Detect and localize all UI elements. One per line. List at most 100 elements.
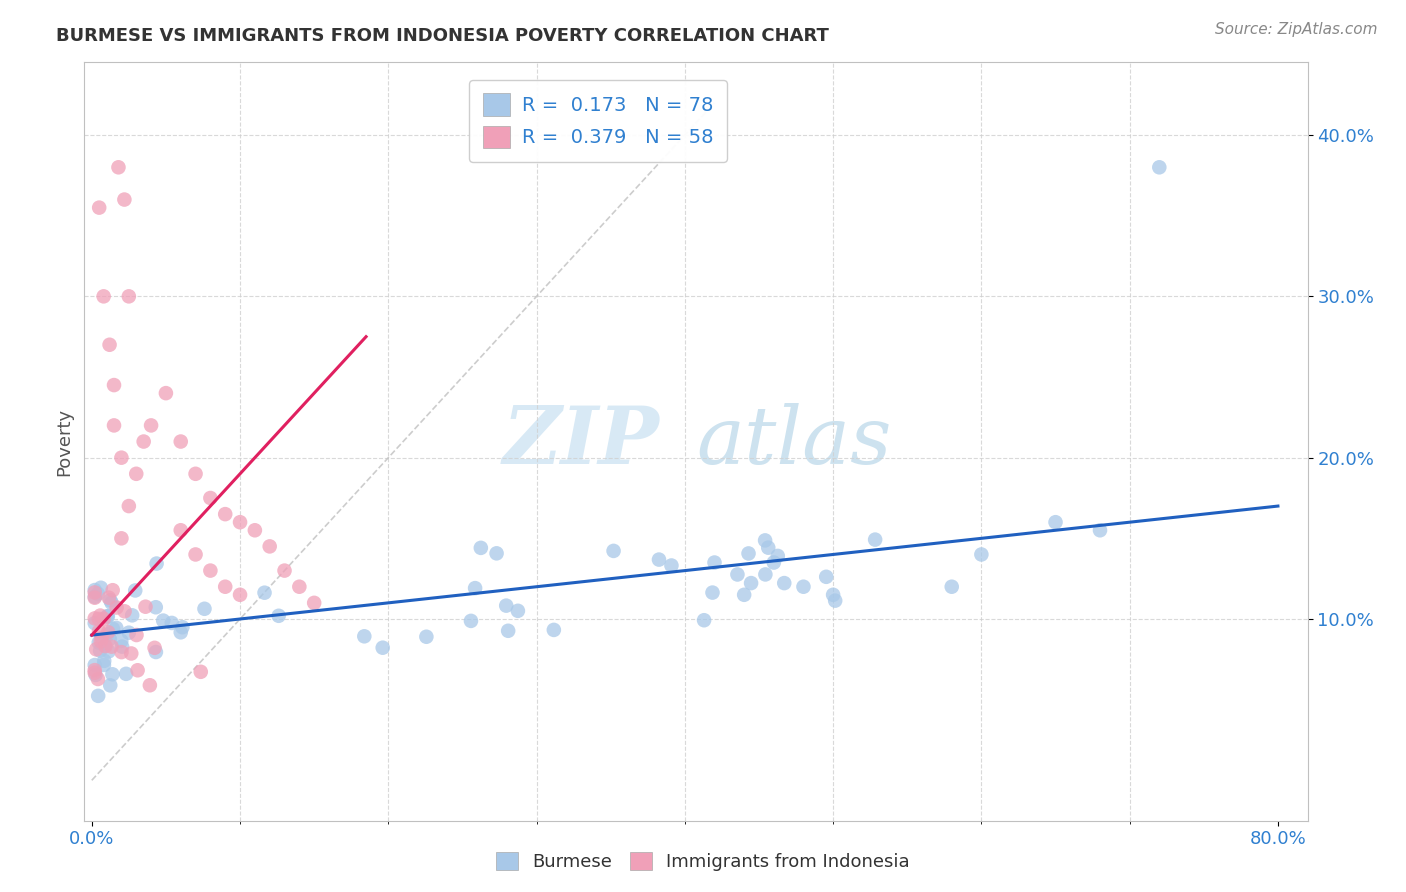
- Point: [125, 628, 148, 642]
- Point: [145, 600, 167, 615]
- Legend: R =  0.173   N = 78, R =  0.379   N = 58: R = 0.173 N = 78, R = 0.379 N = 58: [470, 79, 727, 161]
- Point: [496, 624, 519, 638]
- Point: [273, 564, 295, 578]
- Point: [725, 567, 748, 582]
- Point: [200, 564, 222, 578]
- Point: [105, 621, 128, 635]
- Point: [193, 601, 215, 615]
- Point: [93, 657, 115, 672]
- Point: [127, 663, 149, 677]
- Point: [100, 596, 122, 610]
- Point: [152, 614, 174, 628]
- Point: [125, 467, 148, 481]
- Point: [302, 596, 325, 610]
- Point: [485, 546, 508, 560]
- Point: [98, 627, 121, 641]
- Point: [229, 515, 252, 529]
- Point: [737, 546, 759, 560]
- Point: [214, 507, 236, 521]
- Point: [941, 580, 963, 594]
- Point: [87, 672, 110, 686]
- Point: [170, 434, 193, 449]
- Point: [110, 532, 132, 546]
- Point: [98, 593, 121, 607]
- Point: [101, 583, 124, 598]
- Point: [87, 689, 110, 703]
- Point: [134, 599, 156, 614]
- Point: [105, 600, 128, 615]
- Point: [184, 548, 207, 562]
- Point: [83, 616, 105, 631]
- Point: [98, 632, 121, 646]
- Point: [83, 583, 105, 598]
- Point: [83, 591, 105, 605]
- Point: [823, 588, 845, 602]
- Point: [103, 418, 125, 433]
- Point: [762, 556, 785, 570]
- Point: [110, 633, 132, 648]
- Point: [90, 581, 112, 595]
- Point: [124, 583, 146, 598]
- Point: [89, 608, 111, 623]
- Point: [100, 640, 122, 654]
- Point: [90, 631, 112, 645]
- Point: [143, 640, 166, 655]
- Point: [740, 576, 762, 591]
- Point: [506, 604, 529, 618]
- Point: [703, 556, 725, 570]
- Point: [353, 629, 375, 643]
- Point: [121, 608, 143, 623]
- Point: [259, 540, 281, 554]
- Point: [648, 552, 671, 566]
- Point: [170, 523, 193, 537]
- Point: [114, 604, 136, 618]
- Point: [970, 548, 993, 562]
- Point: [145, 645, 167, 659]
- Point: [107, 161, 129, 175]
- Point: [93, 612, 115, 626]
- Point: [756, 541, 779, 555]
- Point: [139, 678, 162, 692]
- Point: [160, 615, 183, 630]
- Point: [101, 667, 124, 681]
- Point: [1088, 523, 1111, 537]
- Point: [464, 581, 486, 595]
- Legend: Burmese, Immigrants from Indonesia: Burmese, Immigrants from Indonesia: [489, 845, 917, 879]
- Point: [1045, 515, 1067, 529]
- Point: [94, 639, 117, 653]
- Point: [693, 613, 716, 627]
- Point: [83, 658, 105, 673]
- Point: [1149, 161, 1171, 175]
- Point: [267, 608, 290, 623]
- Text: Source: ZipAtlas.com: Source: ZipAtlas.com: [1215, 22, 1378, 37]
- Point: [97, 625, 120, 640]
- Point: [84, 642, 107, 657]
- Point: [415, 630, 437, 644]
- Point: [84, 668, 107, 682]
- Point: [96, 609, 118, 624]
- Point: [288, 580, 311, 594]
- Point: [863, 533, 886, 547]
- Point: [145, 557, 167, 571]
- Point: [155, 386, 177, 401]
- Point: [120, 647, 142, 661]
- Point: [132, 434, 155, 449]
- Point: [83, 665, 105, 680]
- Point: [661, 558, 683, 573]
- Point: [110, 450, 132, 465]
- Point: [773, 576, 796, 591]
- Point: [543, 623, 565, 637]
- Point: [792, 580, 814, 594]
- Point: [103, 378, 125, 392]
- Text: BURMESE VS IMMIGRANTS FROM INDONESIA POVERTY CORRELATION CHART: BURMESE VS IMMIGRANTS FROM INDONESIA POV…: [56, 27, 830, 45]
- Point: [229, 588, 252, 602]
- Point: [118, 625, 141, 640]
- Point: [118, 499, 141, 513]
- Point: [87, 587, 110, 601]
- Point: [83, 663, 105, 677]
- Point: [90, 634, 112, 648]
- Y-axis label: Poverty: Poverty: [55, 408, 73, 475]
- Point: [111, 640, 134, 654]
- Point: [824, 593, 846, 607]
- Point: [253, 585, 276, 599]
